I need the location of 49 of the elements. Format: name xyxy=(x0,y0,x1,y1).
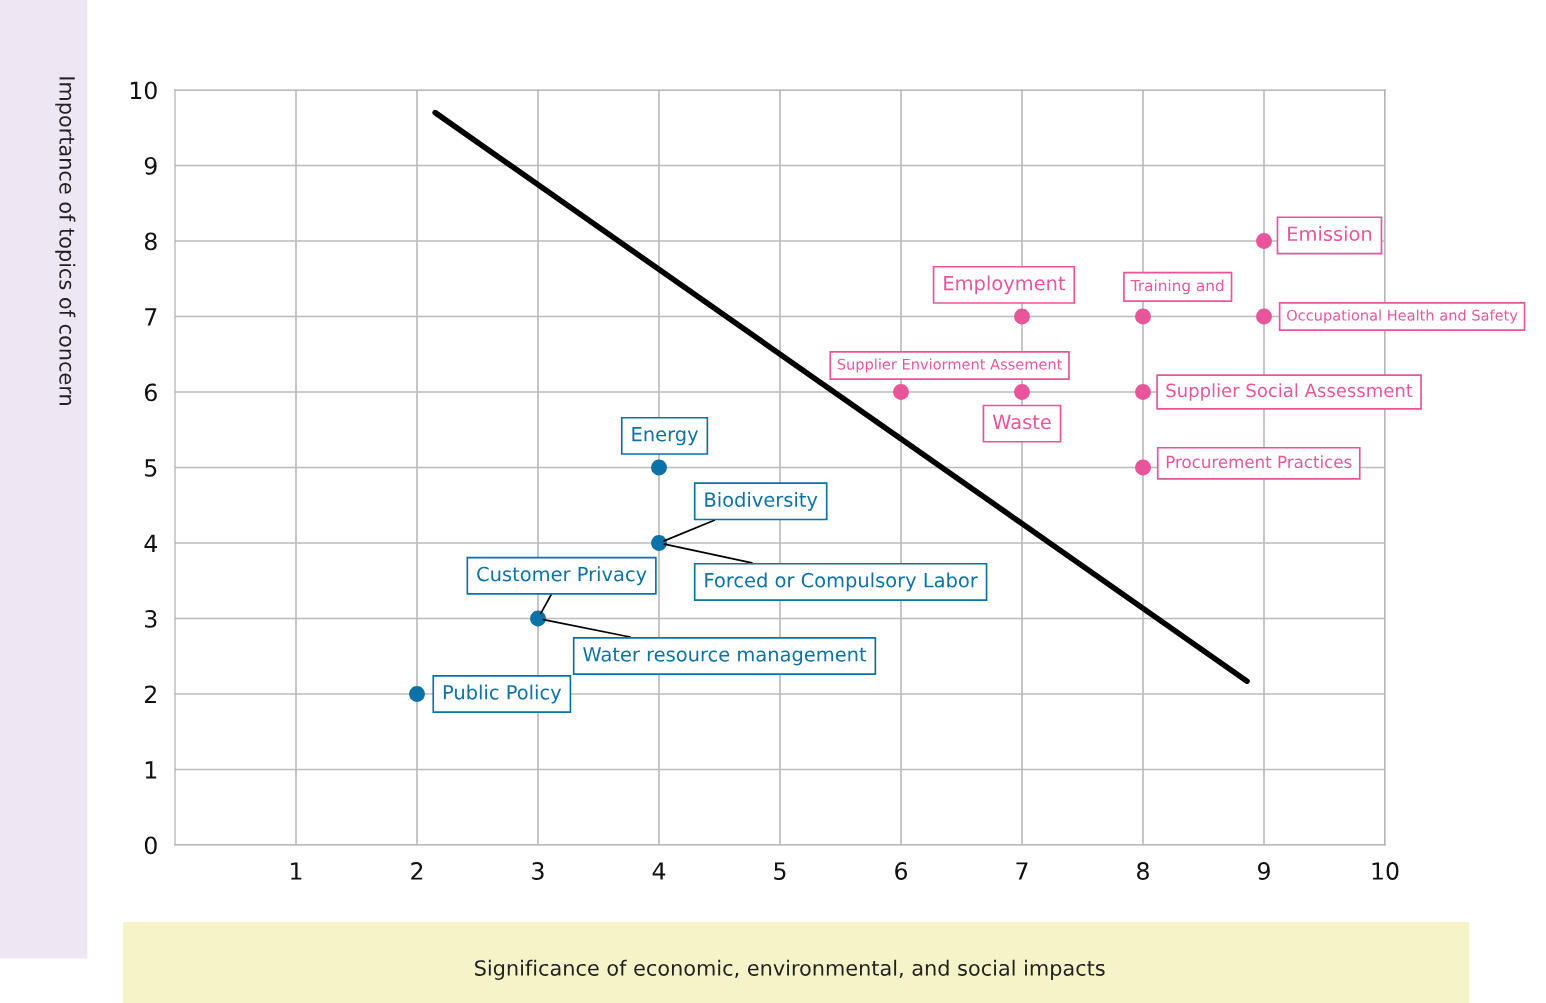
y-tick-label: 0 xyxy=(144,836,157,855)
point xyxy=(651,459,667,476)
y-tick-label: 6 xyxy=(144,383,157,402)
y-tick-label: 9 xyxy=(144,156,157,175)
point xyxy=(409,686,425,702)
x-tick-label: 9 xyxy=(1257,862,1270,880)
annotation: Supplier Social Assessment xyxy=(1166,383,1413,401)
x-tick-label: 8 xyxy=(1137,862,1149,880)
x-tick-label: 7 xyxy=(1016,862,1028,880)
point xyxy=(1256,308,1272,325)
x-tick-label: 5 xyxy=(774,862,786,880)
point xyxy=(1014,384,1030,400)
point xyxy=(651,535,667,551)
x-tick-label: 1 xyxy=(291,862,302,880)
annotation: Biodiversity xyxy=(705,491,818,511)
point xyxy=(1014,308,1030,325)
y-tick-label: 3 xyxy=(145,609,157,628)
annotation: Energy xyxy=(632,427,699,446)
annotation: Forced or Compulsory Labor xyxy=(705,572,978,592)
point xyxy=(530,610,546,627)
annotation: Customer Privacy xyxy=(477,566,647,586)
annotation: Supplier Enviorment Assement xyxy=(837,358,1063,373)
annotation: Public Policy xyxy=(443,684,562,704)
annotation: Waste xyxy=(992,414,1051,430)
y-tick-label: 7 xyxy=(145,308,157,326)
point xyxy=(1135,384,1151,400)
point xyxy=(1135,459,1151,476)
y-tick-label: 1 xyxy=(145,761,157,779)
y-tick-label: 5 xyxy=(145,459,157,477)
y-tick-label: 2 xyxy=(145,685,156,703)
y-tick-label: 4 xyxy=(144,534,158,552)
annotation: Employment xyxy=(944,275,1066,295)
x-tick-label: 10 xyxy=(1372,862,1399,880)
y-tick-label: 8 xyxy=(144,232,157,251)
point xyxy=(893,384,909,400)
annotation: Water resource management xyxy=(583,647,867,666)
x-axis-title: Significance of economic, environmental, and social impacts xyxy=(475,959,1105,980)
annotation: Occupational Health and Safety xyxy=(1287,309,1518,324)
x-tick-label: 4 xyxy=(652,862,666,880)
x-tick-label: 6 xyxy=(895,862,908,880)
point xyxy=(1135,308,1151,325)
x-tick-label: 2 xyxy=(411,862,423,880)
point xyxy=(1256,233,1272,249)
y-tick-label: 10 xyxy=(130,81,157,100)
y-axis-title: Importance of topics of concern xyxy=(55,77,76,405)
x-tick-label: 3 xyxy=(532,862,544,880)
annotation: Training and xyxy=(1130,279,1224,295)
annotation: Procurement Practices xyxy=(1166,455,1352,469)
annotation: Emission xyxy=(1288,226,1372,242)
